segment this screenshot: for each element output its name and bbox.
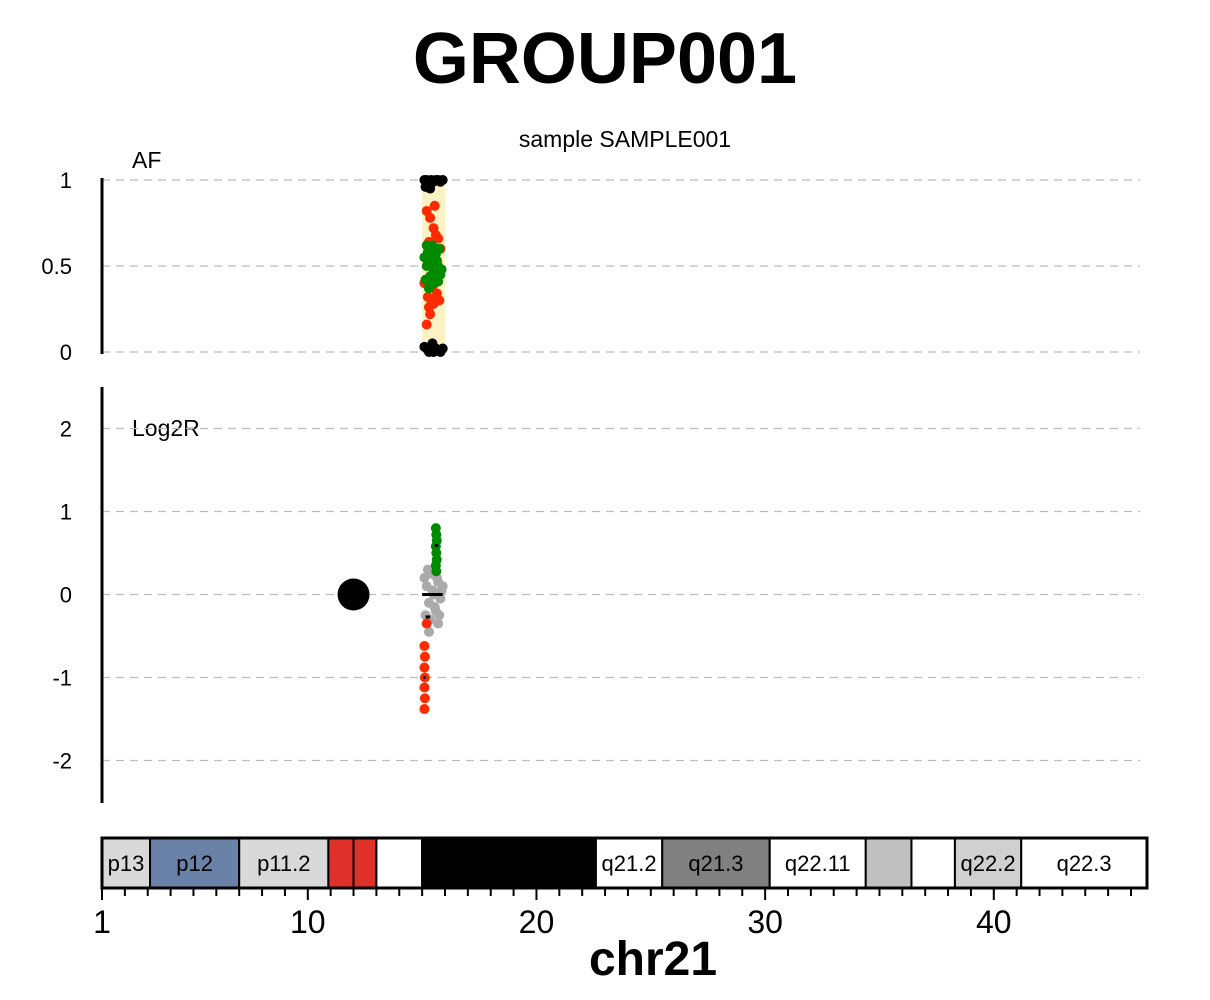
band-label: q22.2 [961,851,1016,876]
x-tick-label: 40 [976,904,1012,940]
band-label: q22.3 [1057,851,1112,876]
data-point [425,309,436,320]
data-point [435,593,446,604]
x-tick-label: 30 [747,904,783,940]
x-axis-label: chr21 [588,933,718,986]
ideogram: p13 p12 p11.2 q21.2 q21.3 q22.11 q22.2 q22.3 1 10… [93,836,1149,940]
data-point [421,240,432,251]
data-point [429,200,440,211]
x-tick-label: 1 [93,904,111,940]
ideogram-frame [100,836,1149,890]
ideogram-band [421,837,597,889]
ideogram-band [375,837,424,889]
data-point [427,585,438,596]
chart-subtitle: sample SAMPLE001 [518,126,732,152]
chart-title: GROUP001 [412,19,798,99]
data-point [436,585,447,596]
data-point [433,276,444,287]
band-label: q22.11 [785,851,851,876]
data-point [437,175,448,185]
band-label: p12 [176,851,213,876]
y-tick-label: 0 [60,583,72,608]
data-point [419,662,430,673]
data-point [433,618,444,629]
ideogram-band [352,837,378,889]
band-label: q21.2 [602,851,657,876]
af-panel-label: AF [132,147,162,173]
data-point [421,618,432,629]
af-panel: 00.51 [41,168,1140,365]
data-point [431,566,442,577]
data-point [434,243,445,254]
centromere-marker [337,578,370,611]
data-point [423,626,434,637]
data-point [427,338,438,349]
data-point [419,651,430,662]
ideogram-band [864,837,913,889]
data-point [437,343,448,354]
y-tick-label: 0 [60,340,72,365]
y-tick-label: 0.5 [41,254,72,279]
band-label: q21.3 [688,851,743,876]
data-point [423,283,434,294]
data-point [434,295,445,306]
data-point [433,233,444,244]
data-point [425,212,436,223]
ideogram-band [238,837,330,889]
data-point [419,682,430,693]
data-point [434,610,445,621]
x-tick-label: 20 [519,904,555,940]
log2r-panel: -2 -1 0 1 2 [52,387,1140,803]
band-label: p13 [108,851,145,876]
y-tick-label: 2 [60,417,72,442]
band-label: p11.2 [257,851,310,876]
data-point [436,264,447,275]
data-point [429,601,440,612]
y-tick-label: -2 [52,749,72,774]
data-point [425,183,436,194]
ideogram-band [594,837,664,889]
data-point [419,704,430,715]
ideogram-band [327,837,355,889]
y-tick-label: 1 [60,500,72,525]
y-tick-label: 1 [60,168,72,193]
x-tick-label: 10 [290,904,326,940]
ideogram-band [910,837,956,889]
y-tick-label: -1 [52,666,72,691]
data-point [419,640,430,651]
data-point [428,254,439,265]
data-point [419,693,430,704]
data-point [421,319,432,330]
